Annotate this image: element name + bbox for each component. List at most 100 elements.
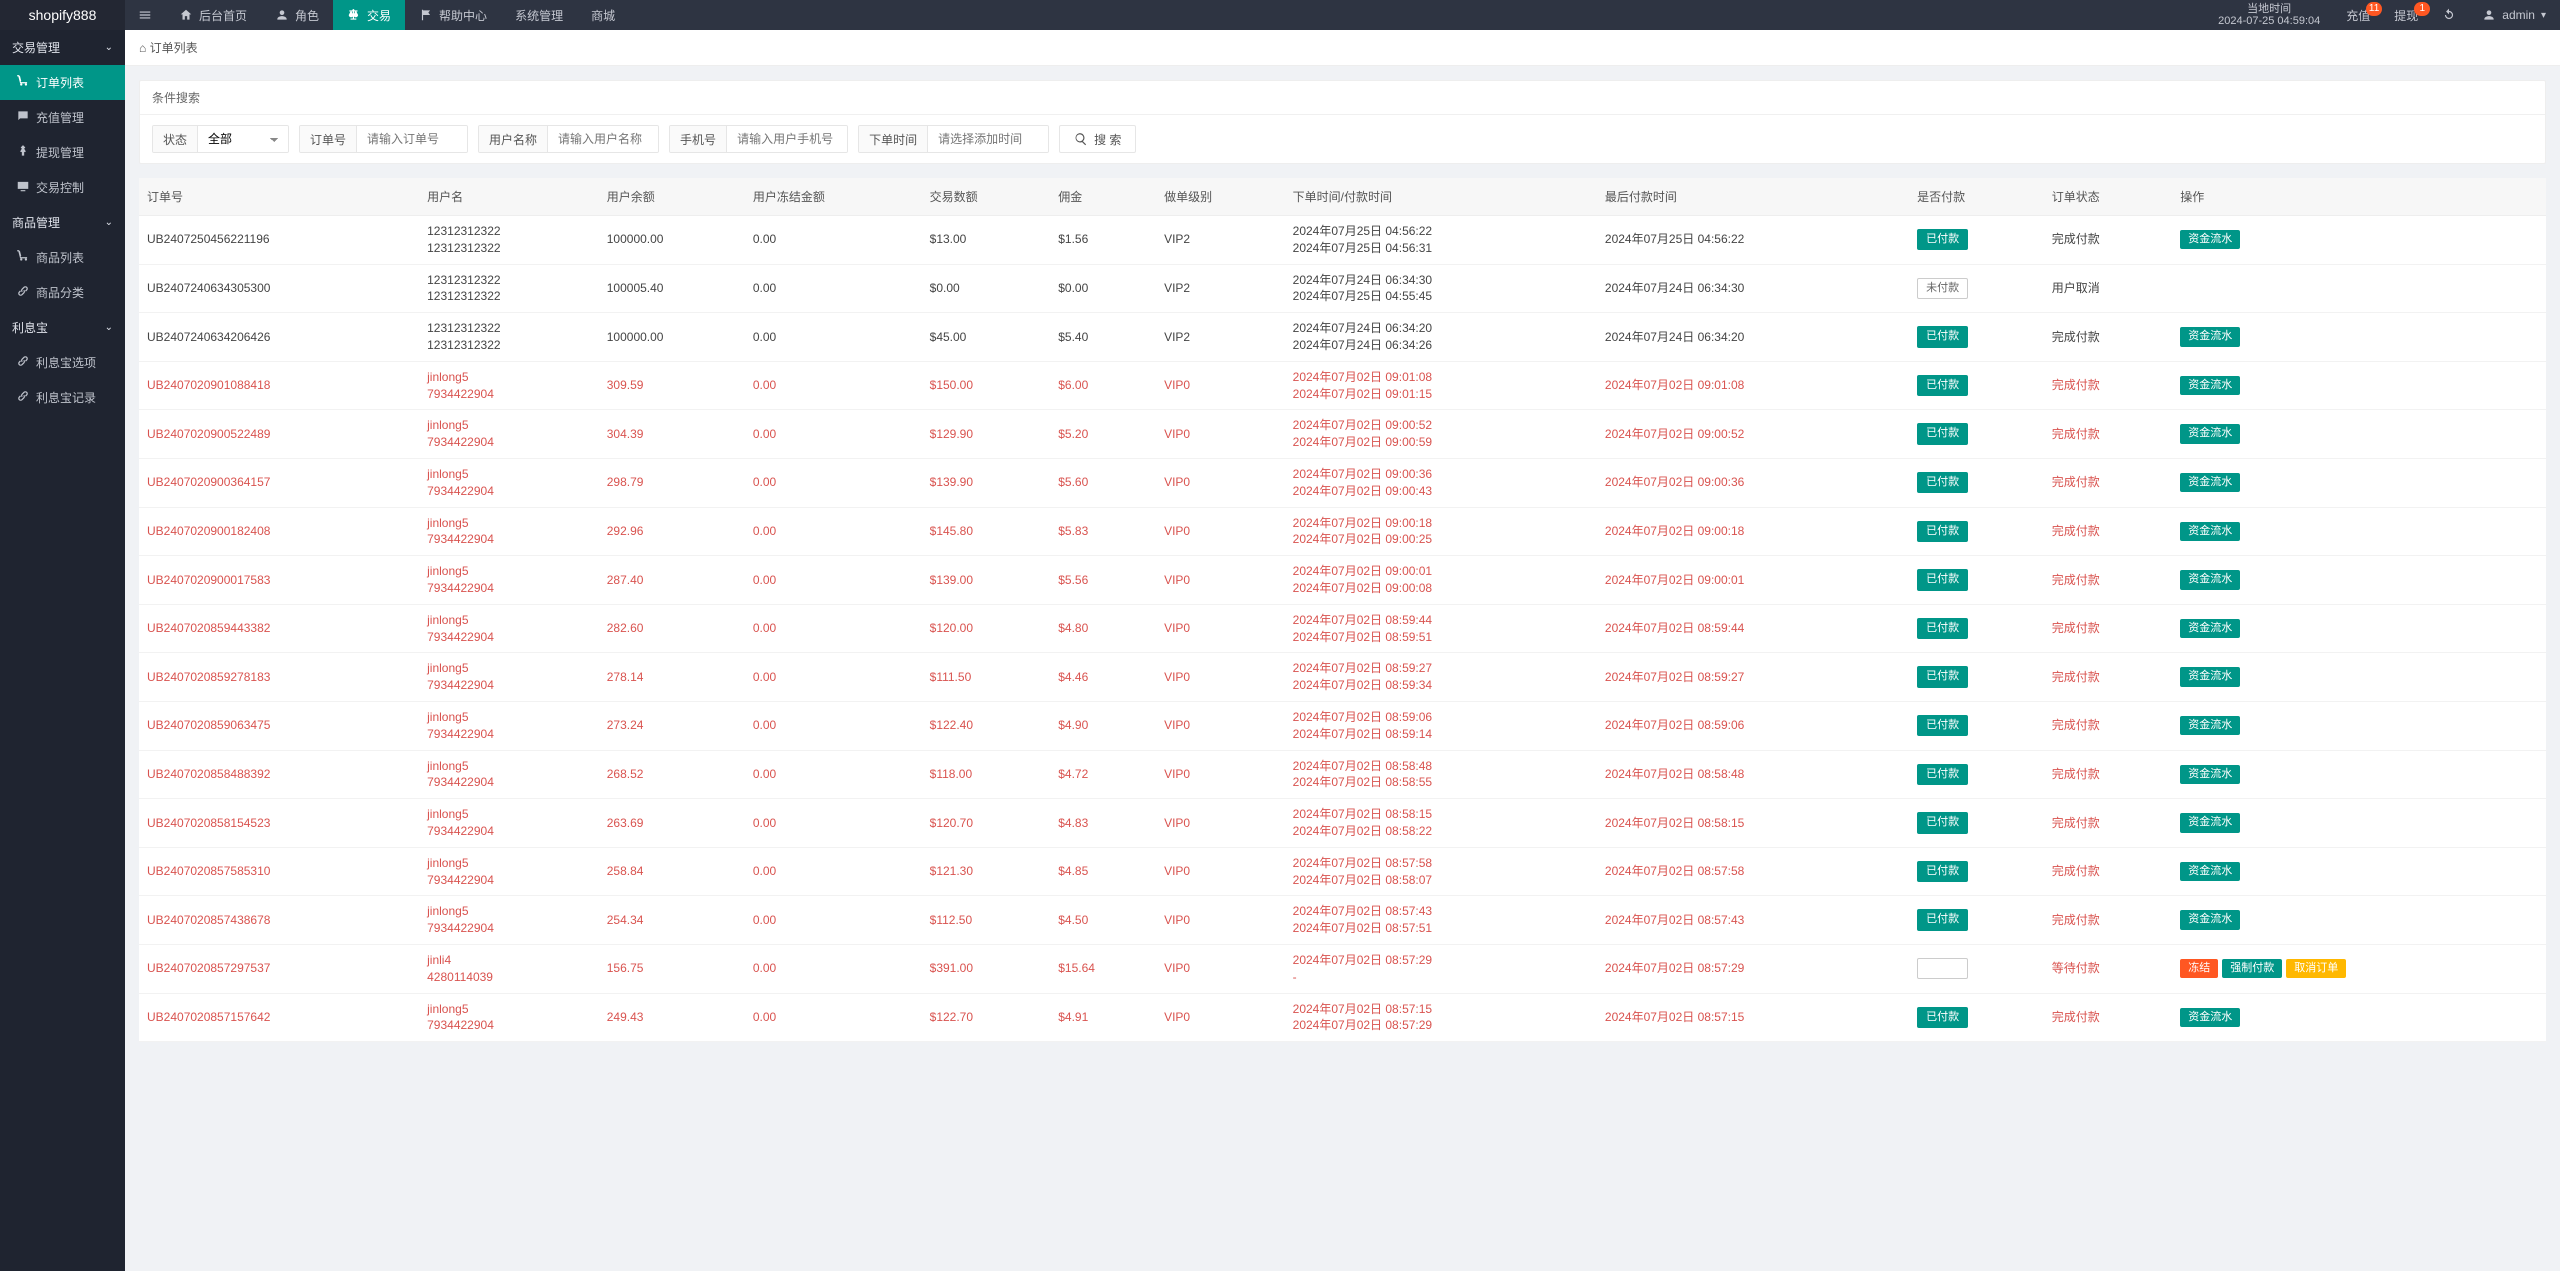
fund-flow-button[interactable]: 资金流水 bbox=[2180, 230, 2240, 249]
sidebar-item[interactable]: 利息宝记录 bbox=[0, 380, 125, 415]
cell-user: jinlong57934422904 bbox=[419, 750, 599, 799]
cell-commission: $4.91 bbox=[1050, 993, 1156, 1042]
paid-tag: 已付款 bbox=[1917, 521, 1968, 542]
top-nav-item[interactable]: 帮助中心 bbox=[405, 0, 501, 30]
cell-user: jinlong57934422904 bbox=[419, 993, 599, 1042]
top-nav-item[interactable]: 商城 bbox=[577, 0, 629, 30]
sidebar-item[interactable]: 利息宝选项 bbox=[0, 345, 125, 380]
topbar: shopify888 后台首页角色交易帮助中心系统管理商城 当地时间 2024-… bbox=[0, 0, 2560, 30]
sidebar-item[interactable]: 商品分类 bbox=[0, 275, 125, 310]
cell-amount: $150.00 bbox=[922, 361, 1051, 410]
order-no-input[interactable] bbox=[357, 126, 467, 152]
cell-frozen: 0.00 bbox=[745, 313, 922, 362]
top-nav-item[interactable]: 角色 bbox=[261, 0, 333, 30]
username-input[interactable] bbox=[548, 126, 658, 152]
top-nav-label: 系统管理 bbox=[515, 7, 563, 24]
column-header: 做单级别 bbox=[1156, 178, 1285, 216]
table-row: UB2407020859063475jinlong57934422904273.… bbox=[139, 701, 2546, 750]
cell-state: 完成付款 bbox=[2044, 216, 2173, 265]
column-header: 订单状态 bbox=[2044, 178, 2173, 216]
cell-balance: 249.43 bbox=[599, 993, 745, 1042]
cell-ops: 冻结强制付款取消订单 bbox=[2172, 944, 2546, 993]
fund-flow-button[interactable]: 资金流水 bbox=[2180, 765, 2240, 784]
sidebar-item[interactable]: 订单列表 bbox=[0, 65, 125, 100]
cell-balance: 100000.00 bbox=[599, 313, 745, 362]
withdraw-link[interactable]: 提现 1 bbox=[2382, 0, 2430, 30]
fund-flow-button[interactable]: 资金流水 bbox=[2180, 376, 2240, 395]
order-time-label: 下单时间 bbox=[859, 126, 928, 152]
sidebar-toggle[interactable] bbox=[125, 0, 165, 30]
fund-flow-button[interactable]: 资金流水 bbox=[2180, 667, 2240, 686]
cell-times: 2024年07月02日 08:59:272024年07月02日 08:59:34 bbox=[1285, 653, 1597, 702]
cell-order-no: UB2407020900017583 bbox=[139, 556, 419, 605]
fund-flow-button[interactable]: 资金流水 bbox=[2180, 327, 2240, 346]
cell-ops: 资金流水 bbox=[2172, 653, 2546, 702]
cell-paid: 已付款 bbox=[1909, 896, 2044, 945]
sidebar-group[interactable]: 利息宝⌄ bbox=[0, 310, 125, 345]
status-select[interactable]: 全部 bbox=[198, 126, 288, 152]
cell-ops: 资金流水 bbox=[2172, 507, 2546, 556]
sidebar-group[interactable]: 交易管理⌄ bbox=[0, 30, 125, 65]
cell-order-no: UB2407020900182408 bbox=[139, 507, 419, 556]
sidebar-group[interactable]: 商品管理⌄ bbox=[0, 205, 125, 240]
refresh-button[interactable] bbox=[2430, 0, 2468, 30]
sidebar-item[interactable]: 商品列表 bbox=[0, 240, 125, 275]
paid-tag: 已付款 bbox=[1917, 472, 1968, 493]
top-nav-label: 后台首页 bbox=[199, 7, 247, 24]
fund-flow-button[interactable]: 资金流水 bbox=[2180, 473, 2240, 492]
fund-flow-button[interactable]: 资金流水 bbox=[2180, 522, 2240, 541]
search-panel: 条件搜索 状态 全部 订单号 用户名称 手机号 bbox=[139, 80, 2546, 164]
table-row: UB2407020857585310jinlong57934422904258.… bbox=[139, 847, 2546, 896]
cell-commission: $5.56 bbox=[1050, 556, 1156, 605]
recharge-link[interactable]: 充值 11 bbox=[2334, 0, 2382, 30]
cancel-order-button[interactable]: 取消订单 bbox=[2286, 959, 2346, 978]
cell-user: jinlong57934422904 bbox=[419, 701, 599, 750]
search-button[interactable]: 搜 索 bbox=[1059, 125, 1136, 153]
fund-flow-button[interactable]: 资金流水 bbox=[2180, 910, 2240, 929]
fund-flow-button[interactable]: 资金流水 bbox=[2180, 813, 2240, 832]
user-menu[interactable]: admin ▾ bbox=[2468, 0, 2560, 30]
sidebar-item[interactable]: 充值管理 bbox=[0, 100, 125, 135]
paid-tag: 已付款 bbox=[1917, 861, 1968, 882]
cell-ops: 资金流水 bbox=[2172, 847, 2546, 896]
cell-user: 1231231232212312312322 bbox=[419, 216, 599, 265]
top-nav-item[interactable]: 系统管理 bbox=[501, 0, 577, 30]
cell-state: 完成付款 bbox=[2044, 847, 2173, 896]
phone-input[interactable] bbox=[727, 126, 847, 152]
cell-ops: 资金流水 bbox=[2172, 216, 2546, 265]
top-nav-item[interactable]: 交易 bbox=[333, 0, 405, 30]
cell-amount: $111.50 bbox=[922, 653, 1051, 702]
fund-flow-button[interactable]: 资金流水 bbox=[2180, 1008, 2240, 1027]
fund-flow-button[interactable]: 资金流水 bbox=[2180, 424, 2240, 443]
username-label: 用户名称 bbox=[479, 126, 548, 152]
freeze-button[interactable]: 冻结 bbox=[2180, 959, 2218, 978]
cell-last-pay: 2024年07月02日 09:00:18 bbox=[1597, 507, 1909, 556]
cell-last-pay: 2024年07月02日 09:01:08 bbox=[1597, 361, 1909, 410]
cell-last-pay: 2024年07月25日 04:56:22 bbox=[1597, 216, 1909, 265]
table-row: UB2407020857438678jinlong57934422904254.… bbox=[139, 896, 2546, 945]
status-label: 状态 bbox=[153, 126, 198, 152]
fund-flow-button[interactable]: 资金流水 bbox=[2180, 862, 2240, 881]
cell-state: 等待付款 bbox=[2044, 944, 2173, 993]
paid-tag: 已付款 bbox=[1917, 229, 1968, 250]
cell-order-no: UB2407020900522489 bbox=[139, 410, 419, 459]
chevron-down-icon: ⌄ bbox=[105, 42, 113, 53]
column-header: 下单时间/付款时间 bbox=[1285, 178, 1597, 216]
table-row: UB2407020857297537jinli44280114039156.75… bbox=[139, 944, 2546, 993]
fund-flow-button[interactable]: 资金流水 bbox=[2180, 570, 2240, 589]
cell-frozen: 0.00 bbox=[745, 507, 922, 556]
top-nav-item[interactable]: 后台首页 bbox=[165, 0, 261, 30]
fund-flow-button[interactable]: 资金流水 bbox=[2180, 716, 2240, 735]
cell-balance: 298.79 bbox=[599, 458, 745, 507]
order-time-input[interactable] bbox=[928, 126, 1048, 152]
sidebar-item[interactable]: 交易控制 bbox=[0, 170, 125, 205]
cell-ops: 资金流水 bbox=[2172, 896, 2546, 945]
cell-commission: $5.83 bbox=[1050, 507, 1156, 556]
force-pay-button[interactable]: 强制付款 bbox=[2222, 959, 2282, 978]
fund-flow-button[interactable]: 资金流水 bbox=[2180, 619, 2240, 638]
user-icon bbox=[2482, 8, 2496, 22]
withdraw-badge: 1 bbox=[2414, 2, 2430, 16]
sidebar-item[interactable]: 提现管理 bbox=[0, 135, 125, 170]
paid-tag: 已付款 bbox=[1917, 326, 1968, 347]
cell-last-pay: 2024年07月02日 08:57:58 bbox=[1597, 847, 1909, 896]
